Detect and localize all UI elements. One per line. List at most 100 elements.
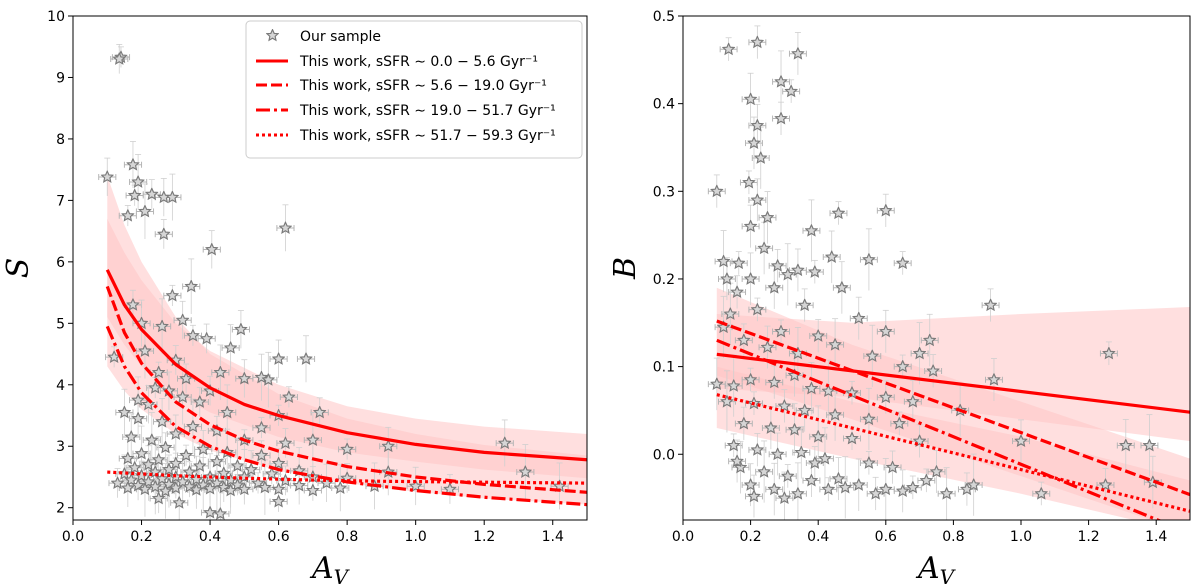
right-sample-star [732, 256, 745, 269]
right-sample-star [896, 484, 909, 497]
left-sample-star [234, 323, 248, 335]
right-sample-star [754, 151, 767, 164]
right-x-axis-label: AV [915, 551, 957, 585]
left-sample-star [210, 455, 224, 467]
right-sample-star [822, 482, 835, 495]
left-y-tick-label: 10 [47, 9, 65, 25]
left-sample-star [214, 507, 227, 520]
right-sample-star [791, 487, 805, 500]
right-y-axis-label: B [608, 257, 643, 280]
left-sample-star [185, 280, 198, 292]
left-y-tick-label: 7 [56, 193, 65, 209]
right-sample-star [805, 474, 818, 486]
right-sample-star [805, 224, 818, 237]
left-x-tick-label: 0.2 [130, 529, 152, 545]
right-sample-star [761, 211, 774, 223]
right-sample-star [852, 311, 865, 324]
left-plot-frame [72, 15, 588, 521]
right-sample-star [896, 256, 909, 269]
left-fit-lines [105, 269, 587, 507]
right-sample-star [835, 281, 849, 294]
right-sample-star [742, 176, 756, 188]
left-y-tick-label: 2 [56, 501, 65, 517]
legend-entry-ssfr-2: This work, sSFR ∼ 5.6 − 19.0 Gyr⁻¹ [299, 78, 547, 94]
right-sample-star [818, 452, 832, 464]
left-sample-star [299, 352, 313, 365]
right-sample-star [774, 75, 788, 88]
right-y-axis-ticks: 0.0 0.1 0.2 0.3 0.4 0.5 [653, 9, 683, 463]
right-sample-star [825, 250, 838, 263]
left-sample-star [118, 406, 131, 418]
left-sample-star [272, 495, 285, 507]
left-sample-star [224, 341, 237, 354]
legend-entry-ssfr-3: This work, sSFR ∼ 19.0 − 51.7 Gyr⁻¹ [299, 103, 556, 119]
left-x-axis-label: AV [309, 551, 351, 585]
right-y-tick-label: 0.3 [653, 184, 675, 200]
left-sample-star [205, 243, 218, 255]
legend-box [245, 20, 583, 159]
right-y-tick-label: 0.0 [653, 447, 675, 463]
right-y-tick-label: 0.4 [653, 97, 675, 113]
left-y-tick-label: 9 [56, 70, 65, 86]
right-sample-star [768, 281, 781, 294]
right-x-tick-label: 1.0 [1010, 529, 1032, 545]
left-y-tick-label: 3 [56, 439, 65, 455]
right-sample-star [984, 298, 997, 311]
right-sample-star [757, 465, 771, 478]
left-x-tick-label: 1.0 [405, 529, 427, 545]
right-sample-star [744, 478, 757, 491]
right-sample-star [744, 272, 757, 285]
left-x-tick-label: 1.2 [473, 529, 495, 545]
left-y-tick-label: 8 [56, 132, 65, 148]
left-y-tick-label: 6 [56, 255, 65, 271]
left-sample-star [231, 459, 244, 472]
legend: Our sample This work, sSFR ∼ 0.0 − 5.6 G… [245, 20, 583, 159]
left-sample-star [334, 481, 347, 494]
right-plot-frame [682, 15, 1191, 521]
right-sample-star [747, 136, 761, 149]
right-sample-star [791, 263, 805, 276]
right-x-tick-label: 0.8 [942, 529, 964, 545]
right-sample-star [744, 219, 757, 232]
right-sample-star [717, 254, 730, 267]
right-sample-star [791, 47, 805, 60]
right-fit-lines [716, 319, 1190, 520]
right-y-tick-label: 0.1 [653, 360, 675, 376]
right-sample-star [751, 193, 764, 206]
left-y-axis-label: S [1, 258, 36, 279]
right-x-tick-label: 1.2 [1077, 529, 1099, 545]
right-sample-star [774, 112, 788, 124]
left-x-tick-label: 0.4 [199, 529, 221, 545]
left-sample-star [200, 332, 213, 345]
right-sample-star [940, 487, 953, 500]
left-sample-star [166, 190, 179, 203]
left-sample-star [145, 433, 158, 446]
left-sample-star [193, 459, 206, 472]
right-fit-line-dashed [716, 319, 1190, 497]
left-x-tick-label: 0.8 [336, 529, 358, 545]
right-sample-star [798, 298, 811, 311]
right-sample-star [920, 474, 933, 486]
left-sample-star [306, 484, 320, 496]
left-sample-star [135, 447, 148, 459]
right-x-tick-label: 1.4 [1145, 529, 1167, 545]
left-sample-star [101, 170, 114, 183]
right-fit-line-solid [716, 352, 1190, 414]
left-panel: 0.0 0.2 0.4 0.6 0.8 1.0 1.2 1.4 2 3 4 5 6 7 8 9 10 AV S… [1, 9, 588, 585]
right-sample-star [751, 35, 764, 48]
right-x-tick-label: 0.6 [875, 529, 897, 545]
left-sample-star [166, 289, 179, 301]
right-sample-star [747, 489, 761, 502]
right-sample-star [710, 184, 723, 197]
right-x-tick-label: 0.0 [672, 529, 694, 545]
left-y-axis-ticks: 2 3 4 5 6 7 8 9 10 [47, 9, 73, 517]
right-sample-star [722, 42, 735, 55]
right-sample-star [744, 92, 757, 105]
left-fit-line-solid [105, 269, 587, 462]
right-sample-star [808, 265, 821, 278]
right-sample-star [757, 241, 771, 254]
right-sample-star [778, 491, 791, 504]
left-sample-star [157, 227, 170, 240]
left-sample-star [159, 441, 172, 453]
